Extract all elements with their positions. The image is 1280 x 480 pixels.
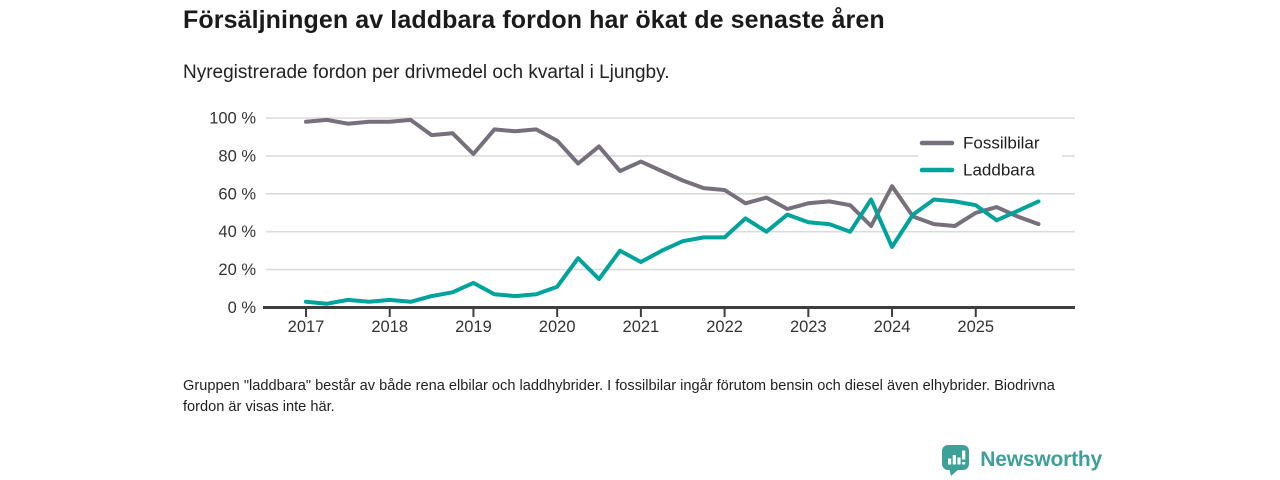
x-axis-tick-label: 2017 — [288, 318, 325, 336]
x-axis-tick-label: 2024 — [874, 318, 911, 336]
y-axis-tick-label: 80 % — [218, 147, 256, 165]
series-line-laddbara — [304, 197, 1041, 306]
x-axis-tick-label: 2019 — [455, 318, 492, 336]
x-axis-tick-label: 2023 — [790, 318, 827, 336]
legend-background — [918, 128, 1062, 186]
x-axis-tick-label: 2022 — [706, 318, 743, 336]
chart-footnote: Gruppen "laddbara" består av både rena e… — [183, 378, 1055, 415]
y-axis-tick-label: 40 % — [218, 223, 256, 241]
series-line-fossilbilar — [304, 117, 1041, 228]
y-axis-tick-label: 100 % — [209, 110, 256, 128]
x-axis-tick-label: 2021 — [623, 318, 660, 336]
y-axis-tick-label: 0 % — [228, 299, 257, 317]
chart-title: Försäljningen av laddbara fordon har öka… — [183, 6, 885, 34]
newsworthy-logo: Newsworthy — [941, 444, 1102, 476]
y-axis-tick-label: 20 % — [218, 261, 256, 279]
legend-label-fossilbilar: Fossilbilar — [963, 134, 1040, 153]
x-axis-tick-label: 2018 — [371, 318, 408, 336]
x-axis-tick-label: 2025 — [957, 318, 994, 336]
newsworthy-logo-icon — [942, 445, 970, 476]
y-axis-tick-label: 60 % — [218, 185, 256, 203]
legend-label-laddbara: Laddbara — [963, 161, 1035, 180]
chart-subtitle: Nyregistrerade fordon per drivmedel och … — [183, 62, 670, 83]
x-axis-tick-label: 2020 — [539, 318, 576, 336]
newsworthy-logo-text: Newsworthy — [980, 448, 1102, 471]
